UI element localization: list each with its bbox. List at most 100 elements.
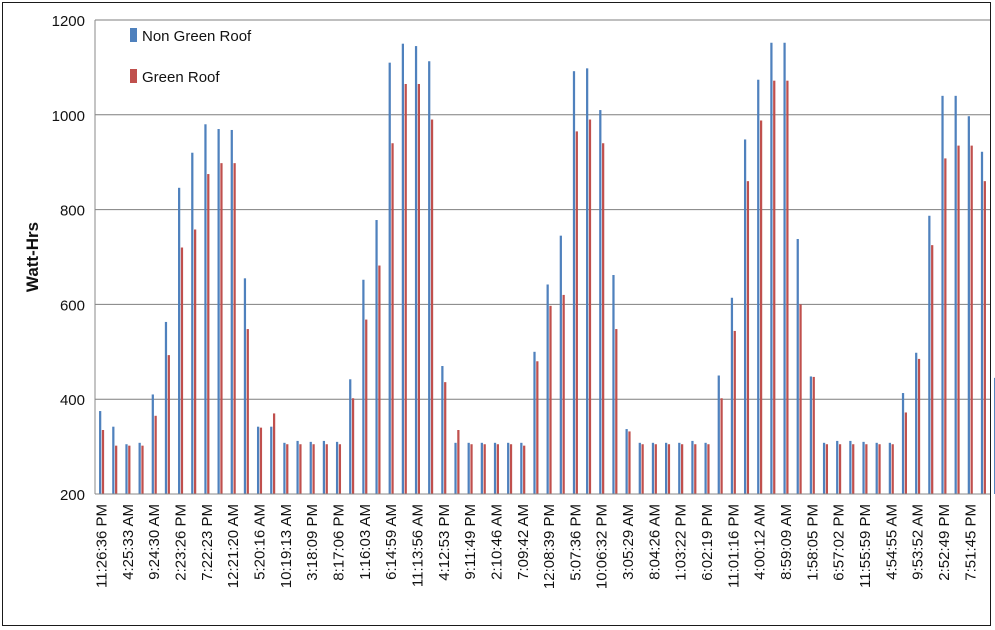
legend: Non Green Roof Green Roof — [130, 28, 252, 86]
bar-non-green-roof — [99, 411, 102, 494]
bar-green-roof — [970, 145, 973, 495]
x-tick-label: 1:03:22 PM — [673, 504, 690, 581]
x-tick-label: 11:55:59 PM — [857, 504, 874, 588]
bar-non-green-roof — [480, 442, 483, 494]
bar-non-green-roof — [730, 297, 734, 494]
bar-non-green-roof — [164, 321, 168, 494]
bar-green-roof — [444, 382, 447, 494]
x-tick-label: 1:16:03 AM — [357, 504, 374, 580]
bar-green-roof — [351, 398, 355, 494]
bars — [99, 42, 995, 495]
x-tick-label: 9:11:49 PM — [462, 504, 479, 580]
x-tick-labels: 11:26:36 PM 4:25:33 AM 9:24:30 AM 2:23:26 P… — [94, 504, 980, 589]
x-tick-label: 4:54:55 AM — [883, 504, 900, 580]
bar-non-green-roof — [243, 278, 247, 494]
x-tick-label: 6:02:19 PM — [699, 504, 716, 581]
bar-non-green-roof — [665, 442, 668, 494]
bar-green-roof — [759, 120, 763, 495]
bar-green-roof — [430, 119, 434, 494]
x-tick-label: 8:04:26 AM — [646, 504, 663, 580]
bar-green-roof — [207, 174, 210, 495]
x-tick-label: 2:23:26 PM — [173, 504, 190, 581]
x-tick-label: 4:25:33 AM — [120, 504, 137, 580]
bar-green-roof — [720, 398, 723, 494]
x-tick-label: 11:13:56 AM — [409, 504, 426, 587]
bar-green-roof — [733, 330, 736, 494]
bar-non-green-roof — [138, 442, 141, 494]
bar-non-green-roof — [612, 275, 615, 494]
bar-non-green-roof — [875, 442, 878, 494]
bar-green-roof — [115, 445, 118, 494]
x-tick-label: 3:18:09 PM — [304, 504, 321, 581]
bar-green-roof — [681, 444, 684, 494]
bar-non-green-roof — [849, 440, 852, 494]
bar-non-green-roof — [836, 440, 839, 494]
y-tick-label: 200 — [60, 487, 85, 504]
bar-green-roof — [694, 444, 697, 494]
bar-non-green-roof — [454, 442, 457, 494]
bar-green-roof — [378, 265, 381, 494]
bar-non-green-roof — [296, 440, 299, 494]
bar-green-roof — [773, 80, 776, 495]
bar-green-roof — [838, 444, 842, 494]
bar-non-green-roof — [309, 441, 312, 494]
bar-green-roof — [404, 83, 407, 495]
bar-non-green-roof — [270, 426, 273, 494]
bar-green-roof — [852, 444, 855, 494]
bar-green-roof — [865, 444, 868, 494]
bar-non-green-roof — [256, 426, 260, 494]
bar-green-roof — [667, 444, 671, 494]
bar-green-roof — [101, 430, 105, 494]
bar-green-roof — [483, 444, 486, 494]
x-tick-label: 4:12:53 PM — [436, 504, 453, 581]
bar-non-green-roof — [915, 352, 918, 494]
y-tick-label: 1200 — [52, 13, 85, 30]
bar-non-green-roof — [191, 152, 194, 494]
bar-non-green-roof — [507, 442, 510, 494]
bar-non-green-roof — [559, 235, 562, 495]
bar-non-green-roof — [414, 46, 418, 494]
bar-green-roof — [931, 245, 934, 494]
bar-green-roof — [272, 413, 276, 494]
bar-non-green-roof — [441, 366, 444, 494]
x-tick-label: 2:10:46 AM — [488, 504, 505, 580]
bar-green-roof — [575, 131, 578, 494]
bar-green-roof — [957, 145, 960, 495]
bar-green-roof — [470, 444, 473, 494]
bar-non-green-roof — [783, 42, 786, 494]
bar-non-green-roof — [217, 129, 220, 494]
bar-green-roof — [799, 304, 802, 494]
bar-non-green-roof — [322, 440, 326, 494]
bar-green-roof — [536, 361, 539, 494]
x-tick-label: 9:24:30 AM — [146, 504, 163, 580]
bar-non-green-roof — [704, 442, 707, 494]
legend-label-green-roof: Green Roof — [142, 69, 220, 86]
bar-non-green-roof — [678, 442, 681, 494]
bar-green-roof — [128, 445, 131, 494]
bar-green-roof — [509, 444, 513, 494]
bar-non-green-roof — [204, 124, 207, 494]
bar-non-green-roof — [362, 279, 365, 494]
bar-non-green-roof — [520, 442, 523, 494]
bar-non-green-roof — [888, 442, 891, 494]
bar-non-green-roof — [980, 151, 984, 494]
bar-green-roof — [628, 431, 631, 494]
x-tick-label: 12:21:20 AM — [225, 504, 242, 588]
x-tick-label: 10:06:32 PM — [594, 504, 611, 589]
bar-non-green-roof — [743, 139, 747, 494]
y-tick-label: 800 — [60, 203, 85, 220]
bar-green-roof — [194, 229, 197, 494]
bar-green-roof — [365, 319, 368, 494]
bar-green-roof — [891, 444, 894, 494]
bar-non-green-roof — [178, 187, 181, 495]
bar-non-green-roof — [493, 442, 497, 494]
bar-non-green-roof — [717, 375, 720, 494]
bar-green-roof — [299, 444, 302, 494]
legend-label-non-green-roof: Non Green Roof — [142, 28, 252, 45]
bar-green-roof — [562, 294, 565, 494]
bar-green-roof — [312, 444, 315, 494]
bar-green-roof — [457, 430, 460, 494]
bar-non-green-roof — [401, 43, 404, 494]
bar-non-green-roof — [125, 444, 128, 494]
bar-green-roof — [523, 445, 526, 494]
